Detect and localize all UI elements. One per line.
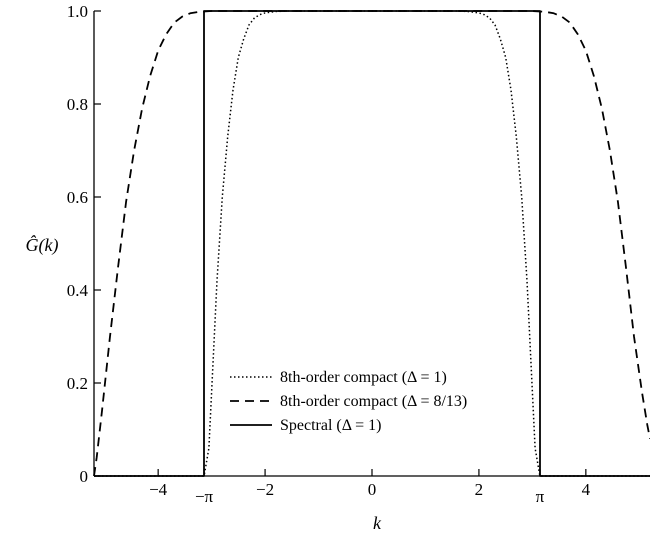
y-tick-label: 0.2 xyxy=(67,374,88,393)
series-line-spectral xyxy=(94,10,650,477)
y-tick-label: 0.6 xyxy=(67,188,88,207)
y-tick-label: 0.4 xyxy=(67,281,89,300)
x-tick-label: 4 xyxy=(582,480,591,499)
x-tick-label: −π xyxy=(195,487,214,506)
x-tick-label: −2 xyxy=(256,480,274,499)
series-lines xyxy=(93,10,650,477)
x-tick-label: π xyxy=(536,487,545,506)
y-tick-label: 0 xyxy=(80,467,89,486)
y-axis-title: Ĝ(k) xyxy=(26,234,59,256)
axis-ticks: 0 0.2 0.4 0.6 0.8 1.0 −4 −π −2 0 2 π 4 xyxy=(67,2,591,506)
y-tick-label: 0.8 xyxy=(67,95,88,114)
x-tick-label: −4 xyxy=(149,480,168,499)
x-tick-label: 2 xyxy=(475,480,484,499)
y-tick-label: 1.0 xyxy=(67,2,88,21)
x-axis-title: k xyxy=(373,513,382,533)
legend: 8th-order compact (Δ = 1) 8th-order comp… xyxy=(230,369,467,434)
legend-label-compact-delta1: 8th-order compact (Δ = 1) xyxy=(280,369,447,386)
legend-label-compact-delta813: 8th-order compact (Δ = 8/13) xyxy=(280,393,467,410)
x-tick-label: 0 xyxy=(368,480,377,499)
legend-label-spectral: Spectral (Δ = 1) xyxy=(280,417,382,434)
